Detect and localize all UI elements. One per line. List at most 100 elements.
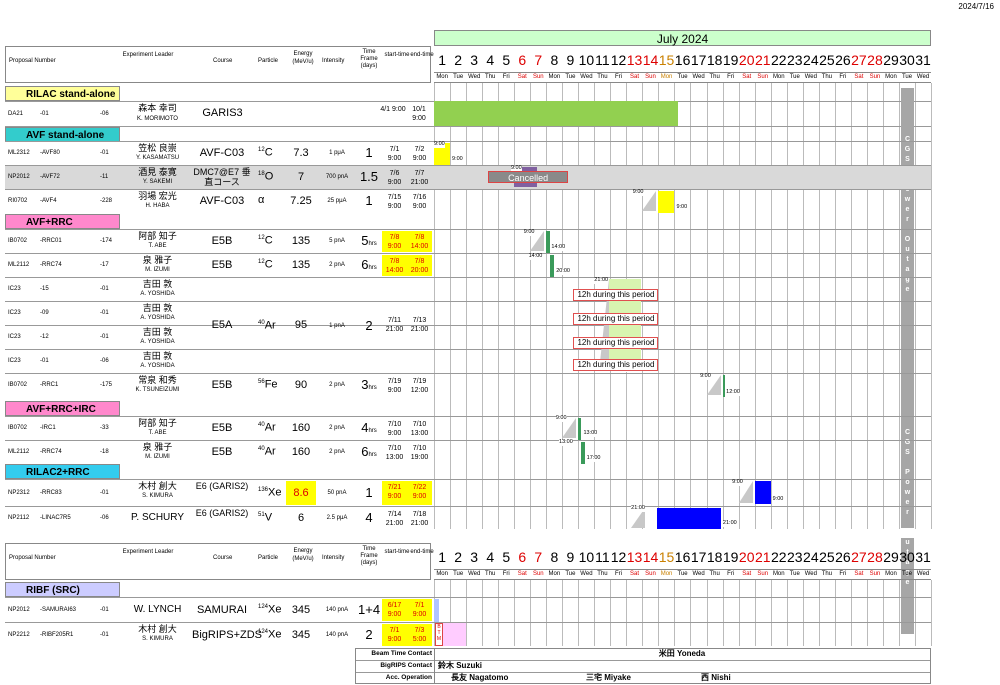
particle-element: α [258, 194, 265, 206]
bottom-day-15: 15 [658, 549, 675, 565]
month-title: July 2024 [656, 32, 709, 46]
bigrips-contact-label: BigRIPS Contact [380, 662, 432, 669]
grid-line [850, 83, 852, 529]
ib0702c-ramp [562, 418, 577, 438]
ml2112b-start-label: 13:00 [559, 439, 573, 446]
top-day-4: 4 [486, 52, 495, 68]
leader-name-en: T. ABE [148, 430, 167, 436]
days-value: 5 [361, 233, 369, 248]
np2112-ramp [631, 508, 646, 528]
top-day-19: 19 [722, 52, 739, 68]
particle-mass: 18 [258, 171, 265, 177]
top-dow-5: Fri [502, 74, 510, 80]
top-dow-8: Mon [548, 74, 561, 80]
particle-element: Xe [268, 628, 282, 641]
grid-line [882, 83, 884, 529]
bottom-day-20: 20 [738, 549, 755, 565]
grid-line [482, 83, 484, 529]
time-frame: 2 [365, 318, 373, 333]
end-time: 7/8 20:00 [407, 255, 432, 276]
np2312-end-label: 9:00 [772, 496, 784, 503]
header-leader: Experiment Leader [122, 52, 174, 58]
grid-line [450, 83, 452, 529]
bottom-day-25: 25 [819, 549, 835, 565]
particle-mass: 56 [258, 379, 265, 385]
end-time: 7/8 14:00 [407, 231, 432, 252]
particle: 51V [258, 512, 272, 524]
leader-name-jp: 吉田 敦 [142, 327, 173, 337]
end-time: 7/16 9:00 [412, 194, 427, 211]
leader-name-jp: 木村 創大 [138, 624, 177, 634]
grid-line [770, 83, 772, 529]
da21-end: 10/1 9:00 [412, 106, 426, 123]
leader-name-en: M. IZUMI [145, 454, 170, 460]
leader-name-jp: 吉田 敦 [142, 303, 173, 313]
row-ib0702c [5, 416, 931, 440]
top-day-2: 2 [454, 52, 463, 68]
proposal-prefix: NP2012 [8, 606, 30, 613]
leader-name: W. LYNCH [133, 603, 182, 615]
leader-name-en: A. YOSHIDA [140, 339, 175, 345]
leader-name-jp: 泉 雅子 [142, 442, 173, 452]
course: DMC7@E7 垂直コース [193, 167, 251, 187]
grid-line [866, 580, 868, 646]
section-avfrrc: AVF+RRC [5, 214, 120, 229]
row-ml2112b [5, 440, 931, 464]
particle-element: O [264, 170, 274, 183]
np2112-bar [656, 508, 721, 529]
particle: 12C [258, 235, 273, 247]
particle: 18O [258, 171, 273, 183]
proposal-number: -12 [40, 334, 49, 340]
energy: 7 [297, 171, 305, 183]
time-frame: 6hrs [358, 258, 380, 271]
bottom-day-11: 11 [595, 549, 610, 565]
top-dow-31: Wed [916, 74, 930, 80]
particle: 124Xe [258, 629, 281, 641]
row-np2012 [5, 165, 931, 189]
row-ib0702b [5, 373, 931, 397]
header-particle: Particle [258, 58, 279, 64]
proposal-suffix: -01 [100, 286, 109, 292]
days-value: 1.5 [359, 169, 379, 184]
grid-line [898, 580, 900, 646]
energy: 95 [294, 319, 308, 331]
np2312-start-label: 9:00 [732, 479, 743, 486]
end-time: 7/10 13:00 [410, 421, 429, 438]
top-dow-4: Thu [485, 74, 496, 80]
bottom-day-5: 5 [502, 549, 511, 565]
bottom-dow-3: Wed [468, 571, 481, 577]
proposal-prefix: IB0702 [8, 382, 28, 388]
bottom-dow-13: Sat [630, 571, 640, 577]
proposal-number: -AVF72 [40, 174, 60, 180]
proposal-prefix: IB0702 [8, 425, 28, 431]
top-dow-13: Sat [630, 74, 640, 80]
end-time: 7/3 5:00 [407, 624, 432, 646]
grid-line [578, 83, 580, 529]
end-time: 7/7 21:00 [410, 170, 429, 187]
particle-element: V [264, 511, 273, 524]
start-time: 6/17 9:00 [382, 599, 407, 621]
top-dow-6: Sat [517, 74, 527, 80]
da21-p1: DA21 [8, 111, 24, 117]
start-time: 7/8 9:00 [382, 231, 407, 252]
leader-name-jp: 泉 雅子 [142, 255, 173, 265]
ib0702a-bar [546, 231, 550, 253]
bottom-dow-21: Sun [757, 571, 769, 577]
particle: 40Ar [258, 320, 276, 332]
bottom-day-28: 28 [867, 549, 883, 565]
particle: 136Xe [258, 487, 281, 499]
grid-line [706, 83, 708, 529]
proposal-prefix: ML2112 [8, 262, 30, 268]
top-dow-15: Mon [660, 74, 673, 80]
proposal-prefix: IC23 [8, 334, 21, 340]
particle: 56Fe [258, 379, 278, 391]
grid-line [898, 83, 900, 529]
start-time: 7/14 21:00 [385, 511, 404, 528]
bottom-dow-16: Tue [677, 571, 688, 577]
days-value: 1 [365, 193, 373, 208]
top-day-23: 23 [787, 52, 803, 68]
proposal-number: -01 [40, 358, 49, 364]
course: E5B [211, 422, 233, 434]
grid-line [930, 580, 932, 646]
